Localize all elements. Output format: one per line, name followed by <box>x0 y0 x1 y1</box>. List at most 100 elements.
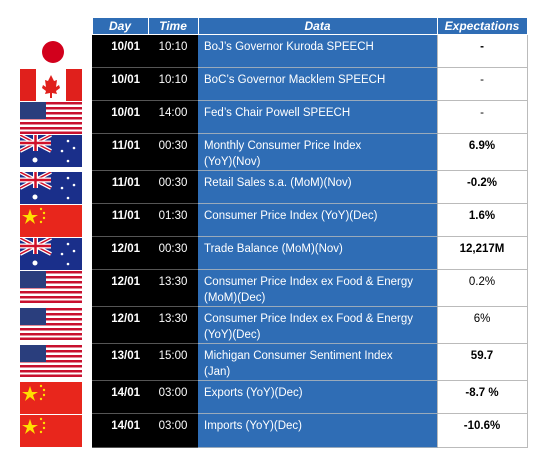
flag-icon <box>20 69 82 101</box>
calendar-table: Day Time Data Expectations 10/01 10:10 BoJ… <box>20 17 528 448</box>
event-text: (YoY)(Dec) <box>204 329 261 341</box>
time-cell: 14:00 <box>148 100 198 134</box>
event-text: (MoM)(Dec) <box>204 292 266 304</box>
flag-cell <box>20 203 92 237</box>
event-row: 12/01 13:30 Consumer Price Index ex Food &… <box>20 306 528 344</box>
event-cell: BoC’s Governor Macklem SPEECH <box>198 67 437 101</box>
header-cell: Expectations <box>436 17 528 35</box>
flag-cell <box>20 170 92 204</box>
expectation-cell: 1.6% <box>436 203 528 237</box>
event-text: Retail Sales s.a. (MoM)(Nov) <box>204 177 352 189</box>
flag-icon <box>20 102 82 134</box>
event-row: 11/01 01:30 Consumer Price Index (YoY)(Dec… <box>20 203 528 237</box>
event-text: Consumer Price Index ex Food & Energy <box>204 276 414 288</box>
expectation-cell: - <box>436 67 528 101</box>
day-cell: 11/01 <box>92 203 148 237</box>
event-text: Imports (YoY)(Dec) <box>204 420 302 432</box>
time-cell: 01:30 <box>148 203 198 237</box>
day-cell: 10/01 <box>92 67 148 101</box>
event-cell: Consumer Price Index (YoY)(Dec) <box>198 203 437 237</box>
header-cell: Time <box>147 17 199 35</box>
header-cell: Day <box>91 17 149 35</box>
event-text: (Jan) <box>204 366 231 378</box>
event-cell: Exports (YoY)(Dec) <box>198 380 437 414</box>
flag-cell <box>20 413 92 448</box>
event-row: 10/01 10:10 BoJ’s Governor Kuroda SPEECH - <box>20 34 528 68</box>
event-row: 11/01 00:30 Retail Sales s.a. (MoM)(Nov) -0… <box>20 170 528 204</box>
flag-cell <box>20 133 92 171</box>
calendar: Day Time Data Expectations 10/01 10:10 BoJ… <box>20 17 528 448</box>
event-cell: Consumer Price Index ex Food & Energy (Mo… <box>198 269 437 307</box>
event-text: Monthly Consumer Price Index <box>204 140 362 152</box>
flag-cell <box>20 269 92 307</box>
day-cell: 10/01 <box>92 34 148 68</box>
header-row: Day Time Data Expectations <box>20 17 528 35</box>
day-cell: 13/01 <box>92 343 148 381</box>
time-cell: 03:00 <box>148 380 198 414</box>
event-text: Fed’s Chair Powell SPEECH <box>204 107 351 119</box>
day-cell: 12/01 <box>92 269 148 307</box>
event-text: Trade Balance (MoM)(Nov) <box>204 243 343 255</box>
event-cell: Fed’s Chair Powell SPEECH <box>198 100 437 134</box>
event-row: 11/01 00:30 Monthly Consumer Price Index (Y… <box>20 133 528 171</box>
event-cell: Monthly Consumer Price Index (YoY)(Nov) <box>198 133 437 171</box>
day-cell: 12/01 <box>92 236 148 270</box>
expectation-cell: - <box>436 100 528 134</box>
event-cell: Retail Sales s.a. (MoM)(Nov) <box>198 170 437 204</box>
flag-icon <box>20 135 82 167</box>
header-cell: Data <box>197 17 438 35</box>
expectation-cell: 6.9% <box>436 133 528 171</box>
event-row: 14/01 03:00 Exports (YoY)(Dec) -8.7 % <box>20 380 528 414</box>
day-cell: 14/01 <box>92 380 148 414</box>
flag-cell <box>20 34 92 68</box>
flag-icon <box>20 238 82 270</box>
expectation-cell: 6% <box>436 306 528 344</box>
event-cell: Consumer Price Index ex Food & Energy (Yo… <box>198 306 437 344</box>
flag-cell <box>20 100 92 134</box>
expectation-cell: - <box>436 34 528 68</box>
time-cell: 00:30 <box>148 170 198 204</box>
flag-icon <box>20 345 82 377</box>
day-cell: 14/01 <box>92 413 148 448</box>
event-cell: BoJ’s Governor Kuroda SPEECH <box>198 34 437 68</box>
event-row: 13/01 15:00 Michigan Consumer Sentiment In… <box>20 343 528 381</box>
time-cell: 00:30 <box>148 133 198 171</box>
event-text: BoC’s Governor Macklem SPEECH <box>204 74 386 86</box>
day-cell: 11/01 <box>92 133 148 171</box>
event-text: Consumer Price Index (YoY)(Dec) <box>204 210 378 222</box>
flag-icon <box>20 172 82 204</box>
expectation-cell: 59.7 <box>436 343 528 381</box>
day-cell: 11/01 <box>92 170 148 204</box>
time-cell: 03:00 <box>148 413 198 448</box>
day-cell: 12/01 <box>92 306 148 344</box>
expectation-cell: -0.2% <box>436 170 528 204</box>
flag-cell <box>20 343 92 381</box>
event-row: 14/01 03:00 Imports (YoY)(Dec) -10.6% <box>20 413 528 448</box>
flag-icon <box>20 382 82 414</box>
expectation-cell: -10.6% <box>436 413 528 448</box>
flag-cell <box>20 306 92 344</box>
time-cell: 10:10 <box>148 67 198 101</box>
event-row: 12/01 13:30 Consumer Price Index ex Food &… <box>20 269 528 307</box>
flag-icon <box>20 308 82 340</box>
event-text: Exports (YoY)(Dec) <box>204 387 303 399</box>
expectation-cell: 12,217M <box>436 236 528 270</box>
event-cell: Trade Balance (MoM)(Nov) <box>198 236 437 270</box>
event-text: BoJ’s Governor Kuroda SPEECH <box>204 41 374 53</box>
time-cell: 10:10 <box>148 34 198 68</box>
event-row: 10/01 14:00 Fed’s Chair Powell SPEECH - <box>20 100 528 134</box>
flag-icon <box>20 415 82 447</box>
day-cell: 10/01 <box>92 100 148 134</box>
event-text: Michigan Consumer Sentiment Index <box>204 350 393 362</box>
event-text: (YoY)(Nov) <box>204 156 261 168</box>
time-cell: 13:30 <box>148 269 198 307</box>
flag-cell <box>20 236 92 270</box>
event-cell: Imports (YoY)(Dec) <box>198 413 437 448</box>
event-text: Consumer Price Index ex Food & Energy <box>204 313 414 325</box>
flag-icon <box>20 36 82 68</box>
event-row: 10/01 10:10 BoC’s Governor Macklem SPEECH - <box>20 67 528 101</box>
blank <box>20 17 92 35</box>
expectation-cell: -8.7 % <box>436 380 528 414</box>
flag-cell <box>20 380 92 414</box>
